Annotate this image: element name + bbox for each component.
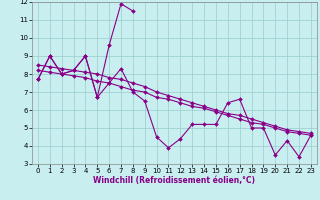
X-axis label: Windchill (Refroidissement éolien,°C): Windchill (Refroidissement éolien,°C) (93, 176, 255, 185)
